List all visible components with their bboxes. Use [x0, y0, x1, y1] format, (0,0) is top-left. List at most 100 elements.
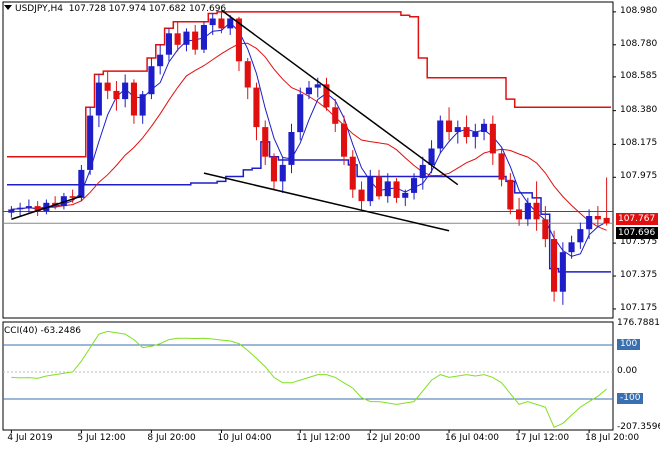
- candle-body: [586, 216, 593, 230]
- candle-body: [314, 84, 321, 88]
- main-pane-frame: [2, 1, 614, 319]
- candle-body: [87, 115, 94, 170]
- candle-body: [25, 206, 32, 208]
- candle-body: [148, 66, 155, 95]
- cci-tick-label: 176.7881: [617, 318, 660, 329]
- candle-body: [279, 164, 286, 182]
- candle-body: [428, 148, 435, 165]
- candle-body: [603, 217, 610, 224]
- candle-body: [358, 189, 365, 202]
- candle-body: [209, 18, 216, 26]
- trend-line-support: [203, 172, 450, 232]
- candle-body: [174, 33, 181, 45]
- time-tick-label: 11 Jul 12:00: [296, 433, 351, 443]
- candle-body: [218, 18, 225, 29]
- cci-tick-label: 0.00: [617, 365, 638, 376]
- price-tick-label: 107.175: [620, 302, 658, 313]
- candle-body: [60, 196, 67, 207]
- price-tick-label: 107.975: [620, 171, 658, 182]
- trend-line-resistance: [221, 9, 459, 186]
- candle-body: [227, 18, 234, 29]
- price-tick-label: 108.380: [620, 104, 658, 115]
- candle-body: [17, 207, 24, 210]
- candle-body: [78, 169, 85, 198]
- candle-body: [341, 123, 348, 157]
- candle-body: [533, 202, 540, 220]
- candle-body: [577, 229, 584, 243]
- candle-body: [411, 178, 418, 193]
- candle-body: [489, 123, 496, 154]
- candle-body: [323, 84, 330, 108]
- candle-body: [367, 176, 374, 202]
- price-line-label: 107.767: [616, 213, 658, 225]
- candle-body: [384, 181, 391, 197]
- candle-body: [393, 181, 400, 198]
- candle-body: [130, 82, 137, 116]
- indicator-pane-frame: [2, 321, 614, 431]
- candle-body: [559, 252, 566, 292]
- candle-body: [192, 31, 199, 50]
- current-price-label: 107.696: [616, 227, 658, 239]
- lower-channel-line: [7, 141, 611, 273]
- candle-body: [113, 90, 120, 100]
- candle-body: [402, 192, 409, 198]
- candle-body: [481, 123, 488, 132]
- time-tick-label: 4 Jul 2019: [7, 433, 53, 443]
- candle-body: [305, 87, 312, 95]
- candle-body: [472, 132, 479, 137]
- cci-tick-label: -100: [617, 392, 644, 404]
- candle-body: [270, 156, 277, 182]
- candle-body: [419, 164, 426, 179]
- time-tick-label: 5 Jul 12:00: [77, 433, 126, 443]
- candle-body: [516, 209, 523, 220]
- candle-body: [594, 216, 601, 220]
- cci-tick-label: -207.3596: [617, 421, 660, 432]
- candle-body: [139, 94, 146, 116]
- candle-body: [498, 153, 505, 180]
- candle-body: [376, 176, 383, 197]
- candle-body: [43, 202, 50, 211]
- candle-body: [262, 127, 269, 157]
- candle-body: [297, 94, 304, 133]
- candle-body: [8, 209, 15, 213]
- candle-body: [437, 120, 444, 149]
- candle-body: [568, 242, 575, 253]
- candle-body: [95, 82, 102, 116]
- time-tick-label: 16 Jul 04:00: [445, 433, 500, 443]
- candle-body: [332, 107, 339, 124]
- candle-body: [104, 82, 111, 91]
- candle-body: [542, 219, 549, 240]
- time-tick-label: 17 Jul 12:00: [515, 433, 570, 443]
- time-tick-label: 10 Jul 04:00: [217, 433, 272, 443]
- candle-body: [349, 156, 356, 190]
- candle-body: [165, 33, 172, 55]
- price-tick-label: 108.175: [620, 138, 658, 149]
- time-tick-label: 8 Jul 20:00: [147, 433, 196, 443]
- candle-body: [288, 132, 295, 165]
- cci-tick-label: 100: [617, 338, 641, 350]
- candle-body: [524, 202, 531, 220]
- cci-line: [11, 330, 607, 428]
- time-tick-label: 12 Jul 20:00: [366, 433, 421, 443]
- candle-body: [235, 18, 242, 62]
- candle-body: [183, 31, 190, 45]
- candle-body: [463, 127, 470, 137]
- price-tick-label: 108.780: [620, 38, 658, 49]
- candle-body: [69, 196, 76, 198]
- trend-line-short: [11, 195, 82, 220]
- upper-channel-line: [7, 11, 611, 158]
- chevron-down-icon[interactable]: [4, 5, 12, 10]
- price-tick-label: 107.575: [620, 237, 658, 248]
- candle-body: [454, 127, 461, 132]
- chart-header: USDJPY,H4 107.728 107.974 107.682 107.69…: [4, 4, 226, 15]
- candle-body: [244, 61, 251, 88]
- candle-body: [551, 239, 558, 292]
- ohlc-readout: 107.728 107.974 107.682 107.696: [68, 4, 227, 14]
- indicator-label: CCI(40) -63.2486: [4, 326, 82, 336]
- time-tick-label: 18 Jul 20:00: [585, 433, 640, 443]
- fast-moving-average: [11, 21, 607, 257]
- price-tick-label: 107.375: [620, 270, 658, 281]
- candle-body: [253, 87, 260, 128]
